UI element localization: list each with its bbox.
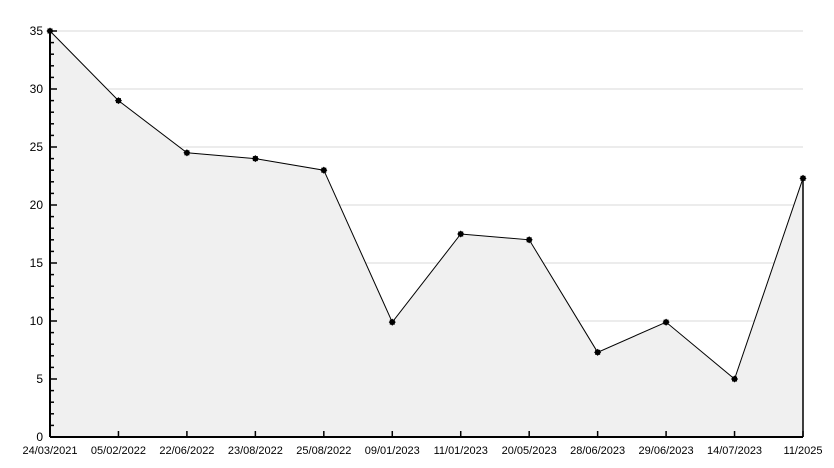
y-tick-label: 30 <box>30 82 44 96</box>
x-tick-label: 09/01/2023 <box>365 445 420 457</box>
x-tick-label: 11/01/2023 <box>434 445 488 457</box>
x-tick-label: 29/06/2023 <box>639 445 694 457</box>
data-point-marker <box>183 149 191 157</box>
data-point-marker <box>114 97 122 105</box>
data-point-marker <box>594 348 602 356</box>
y-tick-label: 15 <box>30 256 44 270</box>
y-tick-label: 35 <box>30 24 44 38</box>
data-point-marker <box>799 174 807 182</box>
x-tick-label: 24/03/2021 <box>22 445 77 457</box>
x-tick-label: 25/08/2022 <box>296 445 351 457</box>
data-point-marker <box>457 230 465 238</box>
x-tick-label: 14/07/2023 <box>707 445 762 457</box>
data-point-marker <box>251 155 259 163</box>
y-tick-label: 5 <box>36 372 43 386</box>
y-tick-label: 10 <box>30 314 44 328</box>
data-point-marker <box>388 318 396 326</box>
data-point-marker <box>731 375 739 383</box>
y-tick-label: 20 <box>30 198 44 212</box>
data-point-marker <box>525 236 533 244</box>
x-tick-label: 20/05/2023 <box>502 445 557 457</box>
x-tick-label: 22/06/2022 <box>159 445 214 457</box>
y-tick-label: 25 <box>30 140 44 154</box>
data-point-marker <box>662 318 670 326</box>
x-tick-label: 11/2025 <box>784 445 823 457</box>
data-line <box>49 30 804 380</box>
x-tick-label: 05/02/2022 <box>91 445 146 457</box>
area-fill <box>50 31 803 437</box>
x-tick-label: 23/08/2022 <box>228 445 283 457</box>
y-tick-label: 0 <box>36 430 43 444</box>
x-tick-label: 28/06/2023 <box>570 445 625 457</box>
data-point-marker <box>320 166 328 174</box>
